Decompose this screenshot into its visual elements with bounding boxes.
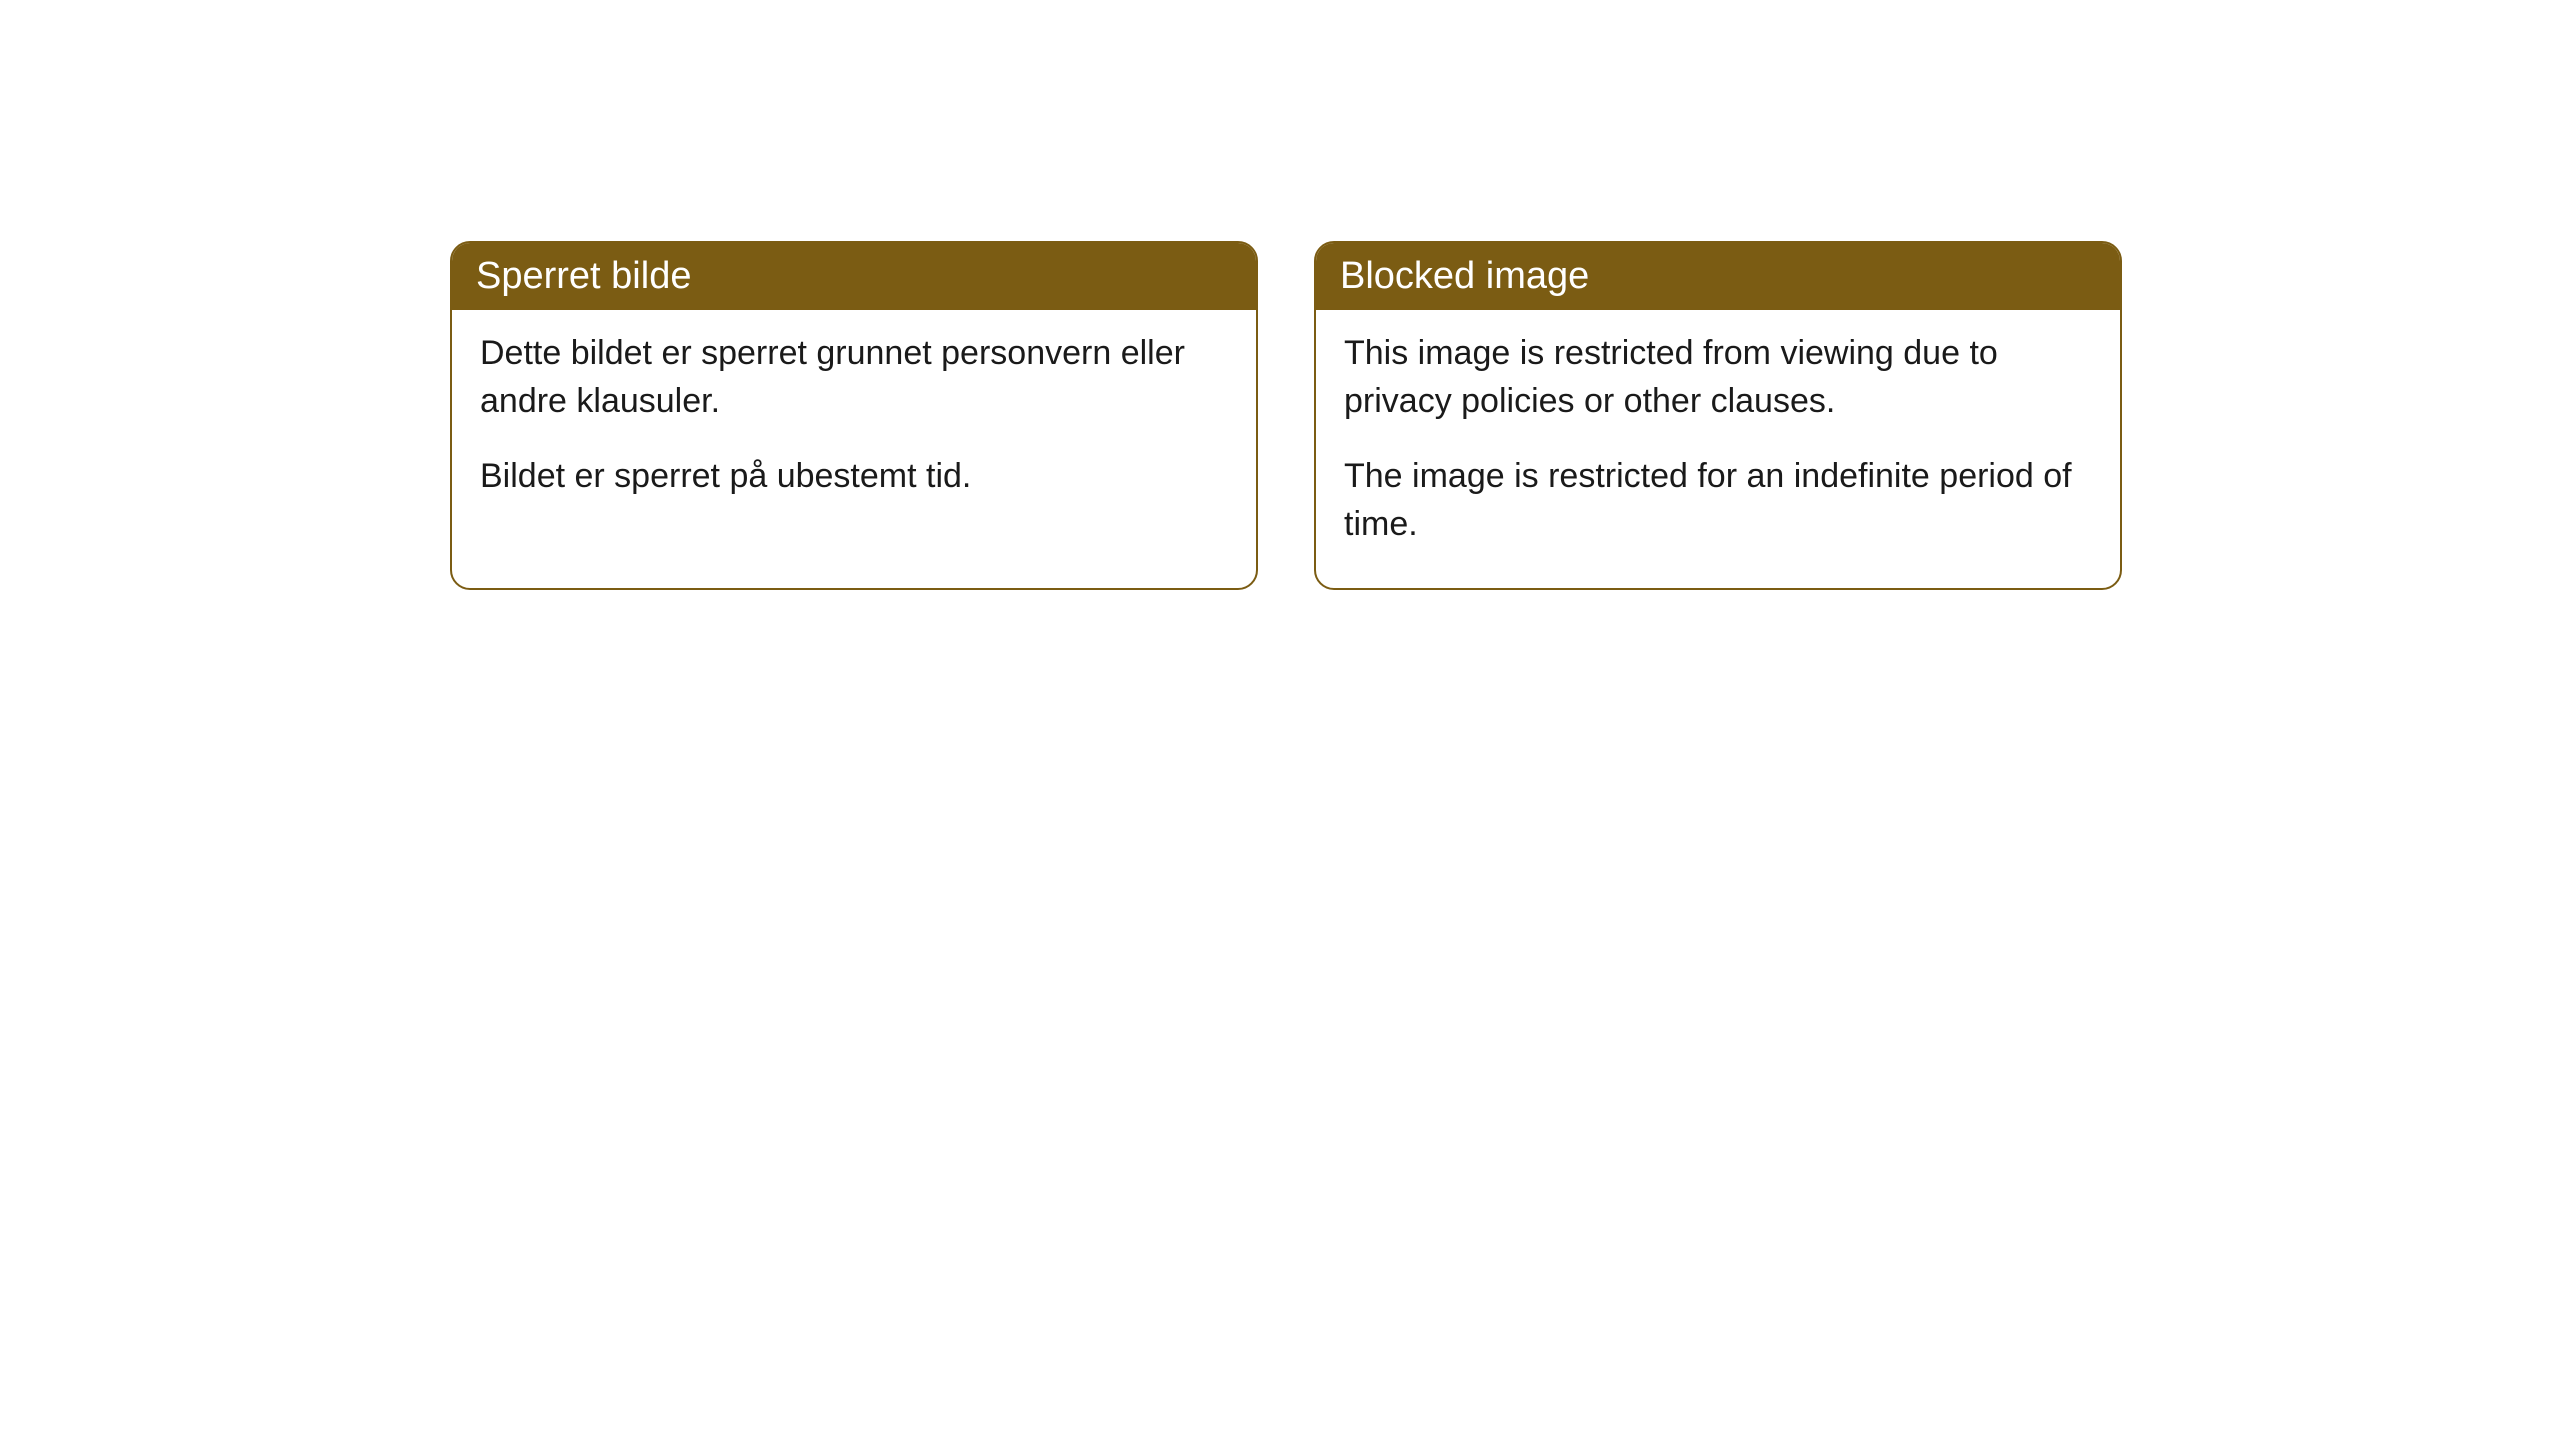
card-body-english: This image is restricted from viewing du… <box>1316 310 2120 588</box>
card-paragraph: The image is restricted for an indefinit… <box>1344 453 2092 548</box>
notice-cards-container: Sperret bilde Dette bildet er sperret gr… <box>450 241 2122 590</box>
notice-card-english: Blocked image This image is restricted f… <box>1314 241 2122 590</box>
card-header-english: Blocked image <box>1316 243 2120 310</box>
card-title: Blocked image <box>1340 255 1589 297</box>
card-header-norwegian: Sperret bilde <box>452 243 1256 310</box>
card-body-norwegian: Dette bildet er sperret grunnet personve… <box>452 310 1256 541</box>
card-paragraph: Dette bildet er sperret grunnet personve… <box>480 330 1228 425</box>
card-title: Sperret bilde <box>476 255 691 297</box>
card-paragraph: Bildet er sperret på ubestemt tid. <box>480 453 1228 501</box>
card-paragraph: This image is restricted from viewing du… <box>1344 330 2092 425</box>
notice-card-norwegian: Sperret bilde Dette bildet er sperret gr… <box>450 241 1258 590</box>
